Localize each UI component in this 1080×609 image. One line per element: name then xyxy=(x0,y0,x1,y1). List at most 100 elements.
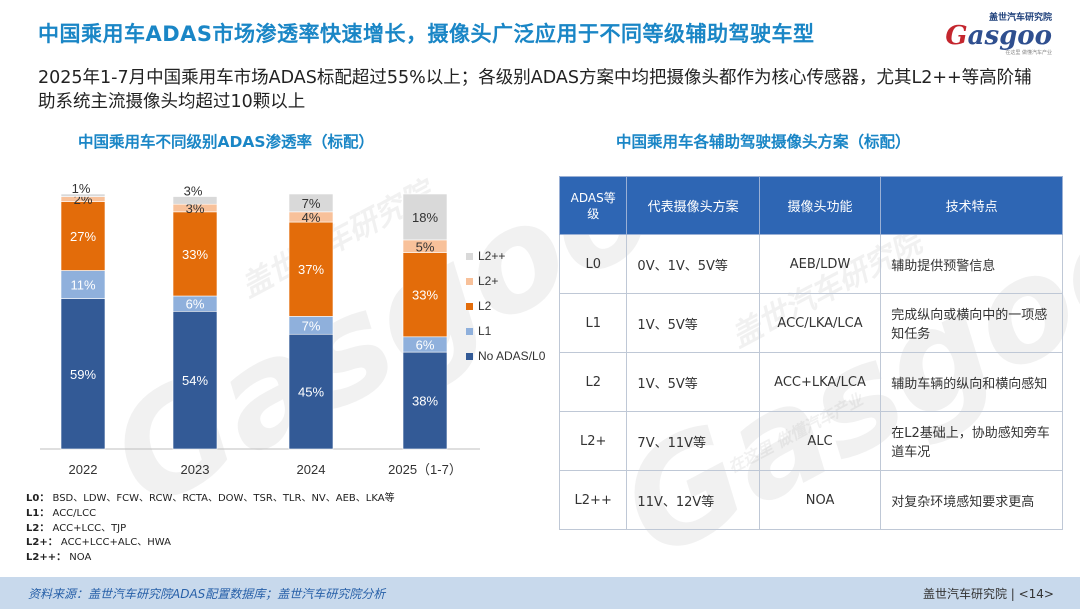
bar-data-label: 1% xyxy=(72,181,91,196)
table-header-cell: 代表摄像头方案 xyxy=(626,176,760,235)
bar-segment xyxy=(60,270,106,299)
table-cell: NOA xyxy=(758,470,882,530)
legend-swatch xyxy=(466,328,473,335)
note-key: L2+： xyxy=(26,537,58,549)
bar-data-label: 11% xyxy=(70,278,95,293)
table-cell: L2 xyxy=(558,352,628,412)
table-cell: ACC+LKA/LCA xyxy=(758,352,882,412)
bar-segment xyxy=(172,211,218,297)
footer: 资料来源：盖世汽车研究院ADAS配置数据库；盖世汽车研究院分析 盖世汽车研究院 … xyxy=(0,577,1080,609)
table-header-cell: 技术特点 xyxy=(880,176,1063,235)
table-cell: L0 xyxy=(558,234,628,294)
footer-source: 资料来源：盖世汽车研究院ADAS配置数据库；盖世汽车研究院分析 xyxy=(28,587,386,601)
table-header-cell: 摄像头功能 xyxy=(758,176,882,235)
bar-segment xyxy=(60,201,106,271)
bar-data-label: 33% xyxy=(412,288,438,303)
table-row: L0 0V、1V、5V等 AEB/LDW 辅助提供预警信息 xyxy=(558,234,1063,294)
table-cell: 1V、5V等 xyxy=(626,293,760,353)
bar-data-label: 59% xyxy=(70,367,96,382)
note-value: NOA xyxy=(66,552,92,564)
x-tick-label: 2025（1-7） xyxy=(388,462,462,477)
legend-label: L1 xyxy=(478,324,492,338)
legend-label: L2+ xyxy=(478,274,498,288)
bar-data-label: 45% xyxy=(298,385,324,400)
table-cell: 对复杂环境感知要求更高 xyxy=(880,470,1063,530)
x-tick-label: 2024 xyxy=(297,462,326,477)
note-key: L1： xyxy=(26,507,50,519)
legend-label: L2++ xyxy=(478,249,505,263)
note-value: ACC+LCC、TJP xyxy=(49,522,127,534)
bar-data-label: 54% xyxy=(182,373,208,388)
table-cell: L2++ xyxy=(558,470,628,530)
bar-segment xyxy=(402,252,448,338)
logo-wordmark: Gasgoo xyxy=(945,21,1052,51)
stacked-bar-chart: 59%11%27%2%1%202254%6%33%3%3%202345%7%37… xyxy=(40,181,546,477)
bar-data-label: 6% xyxy=(186,297,205,312)
table-header-cell: ADAS等级 xyxy=(558,176,628,235)
table-row: L1 1V、5V等 ACC/LKA/LCA 完成纵向或横向中的一项感知任务 xyxy=(558,293,1063,353)
footer-page: 盖世汽车研究院 | <14> xyxy=(922,587,1054,601)
table-title: 中国乘用车各辅助驾驶摄像头方案（标配） xyxy=(616,133,911,151)
table-row: L2++ 11V、12V等 NOA 对复杂环境感知要求更高 xyxy=(558,470,1063,530)
logo-top-text: 盖世汽车研究院 xyxy=(988,13,1052,23)
table-cell: ALC xyxy=(758,411,882,471)
legend-swatch xyxy=(466,253,473,260)
note-row: L0： BSD、LDW、FCW、RCW、RCTA、DOW、TSR、TLR、NV、… xyxy=(26,492,395,507)
legend-label: No ADAS/L0 xyxy=(478,349,546,363)
legend-swatch xyxy=(466,303,473,310)
bar-data-label: 37% xyxy=(298,262,324,277)
page-title: 中国乘用车ADAS市场渗透率快速增长，摄像头广泛应用于不同等级辅助驾驶车型 xyxy=(38,22,815,46)
legend-label: L2 xyxy=(478,299,492,313)
table-cell: 1V、5V等 xyxy=(626,352,760,412)
bar-data-label: 3% xyxy=(184,184,203,199)
table-cell: 11V、12V等 xyxy=(626,470,760,530)
bar-data-label: 38% xyxy=(412,394,438,409)
bar-segment xyxy=(172,311,218,450)
level-notes: L0： BSD、LDW、FCW、RCW、RCTA、DOW、TSR、TLR、NV、… xyxy=(26,492,395,566)
note-key: L2++： xyxy=(26,552,67,564)
bar-data-label: 7% xyxy=(302,196,321,211)
x-tick-label: 2023 xyxy=(181,462,210,477)
table-cell: L1 xyxy=(558,293,628,353)
table-cell: 7V、11V等 xyxy=(626,411,760,471)
note-row: L2+： ACC+LCC+ALC、HWA xyxy=(26,536,395,551)
chart-title: 中国乘用车不同级别ADAS渗透率（标配） xyxy=(78,133,375,151)
gasgoo-logo: 盖世汽车研究院 Gasgoo 在这里 做懂汽车产业 xyxy=(942,10,1052,56)
note-value: ACC/LCC xyxy=(49,507,97,519)
table-cell: L2+ xyxy=(558,411,628,471)
table-cell: 0V、1V、5V等 xyxy=(626,234,760,294)
logo-tagline: 在这里 做懂汽车产业 xyxy=(1005,50,1052,56)
bar-data-label: 5% xyxy=(416,239,435,254)
table-cell: ACC/LKA/LCA xyxy=(758,293,882,353)
bar-segment xyxy=(288,193,334,213)
note-row: L1： ACC/LCC xyxy=(26,507,395,522)
camera-scheme-table: ADAS等级 代表摄像头方案 摄像头功能 技术特点 L0 0V、1V、5V等 AEB/LD… xyxy=(558,176,1063,530)
note-row: L2： ACC+LCC、TJP xyxy=(26,522,395,537)
bar-data-label: 7% xyxy=(302,318,321,333)
note-value: BSD、LDW、FCW、RCW、RCTA、DOW、TSR、TLR、NV、AEB、… xyxy=(49,493,395,504)
note-key: L0： xyxy=(26,493,50,504)
note-value: ACC+LCC+ALC、HWA xyxy=(57,537,171,549)
table-cell: AEB/LDW xyxy=(758,234,882,294)
bar-segment xyxy=(60,193,106,197)
note-row: L2++： NOA xyxy=(26,551,395,566)
table-cell: 辅助车辆的纵向和横向感知 xyxy=(880,352,1063,412)
bar-segment xyxy=(402,193,448,241)
bar-segment xyxy=(60,298,106,450)
bar-data-label: 18% xyxy=(412,210,438,225)
page-subtitle: 2025年1-7月中国乘用车市场ADAS标配超过55%以上；各级别ADAS方案中… xyxy=(38,68,1032,112)
bar-segment xyxy=(288,333,334,450)
table-row: L2+ 7V、11V等 ALC 在L2基础上，协助感知旁车道车况 xyxy=(558,411,1063,471)
bar-segment xyxy=(172,196,218,205)
table-cell: 完成纵向或横向中的一项感知任务 xyxy=(880,293,1063,353)
table-cell: 辅助提供预警信息 xyxy=(880,234,1063,294)
table-row: L2 1V、5V等 ACC+LKA/LCA 辅助车辆的纵向和横向感知 xyxy=(558,352,1063,412)
bar-data-label: 3% xyxy=(186,201,205,216)
bar-data-label: 33% xyxy=(182,247,208,262)
table-cell: 在L2基础上，协助感知旁车道车况 xyxy=(880,411,1063,471)
note-key: L2： xyxy=(26,522,50,534)
bar-segment xyxy=(402,351,448,450)
legend-swatch xyxy=(466,278,473,285)
bar-data-label: 4% xyxy=(302,210,321,225)
legend-swatch xyxy=(466,353,473,360)
